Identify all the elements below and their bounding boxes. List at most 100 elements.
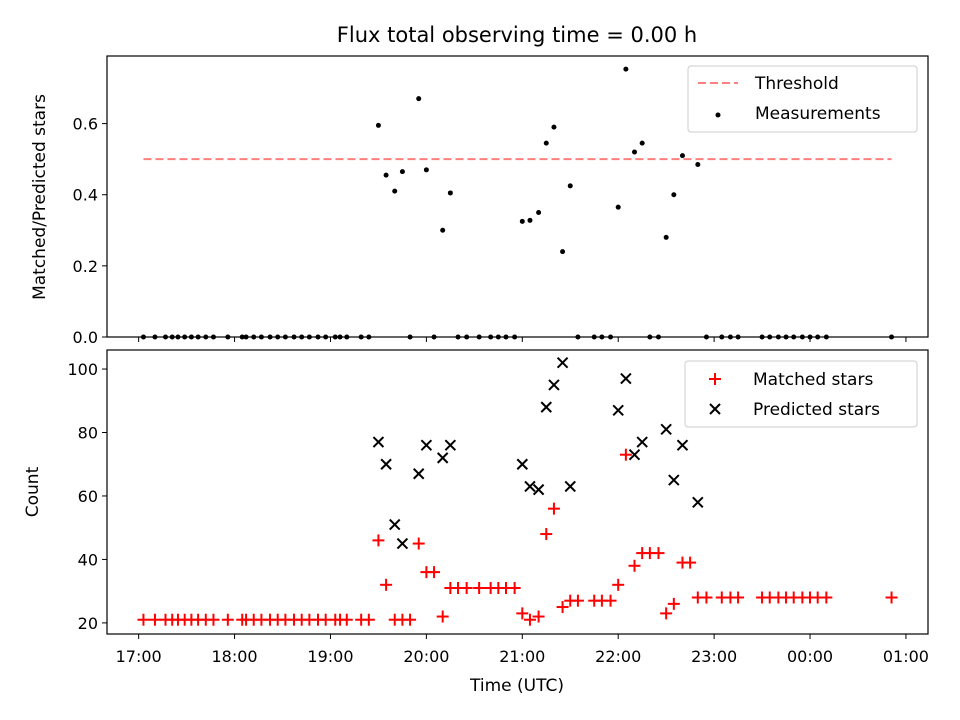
bottom-x-tick-label: 00:00 [787, 647, 833, 666]
measurement-point [392, 188, 398, 194]
matched-star-point [523, 613, 536, 626]
matched-star-point [428, 566, 441, 579]
matched-star-point [619, 448, 632, 461]
predicted-star-point [676, 439, 689, 451]
top-legend-box [687, 65, 918, 133]
bottom-y-tick-label: 100 [67, 360, 98, 379]
measurement-point [383, 172, 389, 178]
predicted-star-point [628, 449, 641, 461]
top-y-tick-label: 0.0 [73, 328, 98, 347]
matched-star-point [372, 534, 385, 547]
bottom-y-tick-label: 60 [78, 487, 98, 506]
matched-star-point [660, 607, 673, 620]
matched-star-point [628, 559, 641, 572]
matched-star-point [148, 613, 161, 626]
matched-star-point [547, 502, 560, 515]
matched-star-point [207, 613, 220, 626]
matched-star-point [532, 610, 545, 623]
bottom-x-tick-label: 17:00 [116, 647, 162, 666]
bottom-x-axis-label: Time (UTC) [469, 676, 564, 696]
top-y-axis: 0.0 0.2 0.4 0.6 [73, 115, 107, 347]
predicted-star-point [556, 356, 569, 369]
matched-star-point [508, 581, 521, 594]
top-chart-title: Flux total observing time = 0.00 h [337, 23, 697, 47]
bottom-y-tick-label: 40 [78, 550, 98, 569]
bottom-plot: 20 40 60 80 100 17:00 18:00 19:00 20:00 21:00 22:… [23, 349, 929, 696]
bottom-x-tick-label: 21:00 [499, 647, 545, 666]
predicted-star-point [516, 458, 529, 470]
legend-matched-swatch [709, 373, 721, 385]
matched-star-point [820, 591, 833, 604]
measurement-point [375, 122, 381, 128]
predicted-star-point [436, 452, 449, 464]
measurement-point [440, 227, 446, 233]
predicted-star-point [660, 423, 672, 436]
bottom-x-tick-label: 20:00 [403, 647, 449, 666]
measurement-point [543, 140, 549, 146]
top-x-axis-ticks [138, 337, 907, 342]
legend-matched-label: Matched stars [753, 370, 873, 390]
matched-star-point [667, 597, 680, 610]
measurement-point [695, 161, 701, 167]
measurement-point [536, 210, 542, 216]
bottom-y-axis-label: Count [23, 466, 43, 517]
legend-measurements-label: Measurements [755, 104, 881, 124]
predicted-star-point [636, 436, 648, 448]
matched-star-point [516, 607, 529, 620]
matched-star-point [604, 594, 617, 607]
measurement-point [615, 204, 621, 210]
measurement-point [671, 192, 677, 198]
bottom-y-axis: 20 40 60 80 100 [67, 360, 107, 633]
matched-star-point [612, 578, 625, 591]
matched-star-point [652, 547, 665, 560]
matched-star-point [684, 556, 697, 569]
predicted-star-point [413, 468, 425, 480]
matched-star-point [412, 537, 425, 550]
legend-threshold-label: Threshold [754, 74, 839, 94]
predicted-star-point [540, 401, 552, 413]
top-plot: 0.0 0.2 0.4 0.6 Matched/Predicted stars Thr… [30, 55, 929, 347]
bottom-x-tick-label: 01:00 [883, 647, 929, 666]
predicted-star-point [564, 480, 576, 493]
bottom-x-tick-label: 23:00 [691, 647, 737, 666]
top-legend: Threshold Measurements [687, 65, 918, 133]
bottom-x-tick-label: 18:00 [212, 647, 258, 666]
bottom-x-tick-label: 22:00 [595, 647, 641, 666]
top-plot-frame [106, 55, 929, 338]
bottom-legend: Matched stars Predicted stars [684, 360, 918, 428]
predicted-star-point [380, 458, 392, 470]
matched-star-point [571, 594, 584, 607]
measurement-point [623, 66, 629, 72]
matched-star-point [556, 601, 569, 614]
matched-star-point [885, 591, 898, 604]
matched-star-point [362, 613, 375, 626]
predicted-star-point [548, 379, 560, 391]
predicted-star-point [692, 496, 704, 509]
measurement-point [567, 183, 573, 189]
legend-predicted-swatch [709, 403, 721, 415]
legend-measurements-swatch [715, 112, 721, 118]
measurement-point [399, 169, 405, 175]
matched-star-point [732, 591, 745, 604]
bottom-plot-frame [106, 349, 929, 635]
top-y-tick-label: 0.2 [73, 257, 98, 276]
predicted-star-point [372, 436, 385, 448]
bottom-legend-box [684, 360, 918, 428]
predicted-star-point [532, 483, 545, 496]
measurement-point [551, 124, 557, 130]
measurement-point [519, 218, 525, 224]
measurement-point [447, 190, 453, 196]
top-y-axis-label: Matched/Predicted stars [30, 94, 50, 300]
measurement-point [639, 140, 645, 146]
predicted-star-point [620, 372, 632, 385]
bottom-x-axis: 17:00 18:00 19:00 20:00 21:00 22:00 23:00 00:00… [116, 634, 929, 666]
top-y-tick-label: 0.4 [73, 186, 98, 205]
matched-star-point [473, 581, 486, 594]
matched-star-point [540, 528, 553, 541]
bottom-plot-marks [137, 356, 898, 626]
matched-star-point [221, 613, 234, 626]
bottom-x-tick-label: 19:00 [307, 647, 353, 666]
matched-star-point [460, 581, 473, 594]
predicted-star-point [524, 480, 536, 493]
